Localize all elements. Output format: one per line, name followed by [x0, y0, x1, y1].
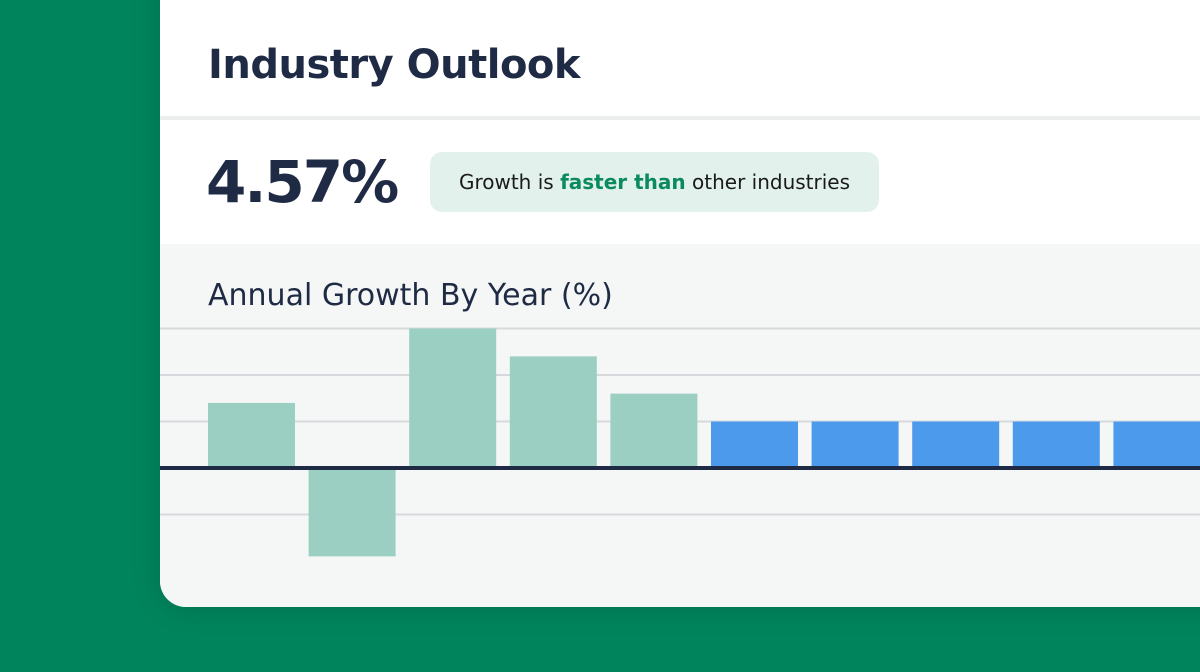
- bar-historical: [208, 402, 295, 468]
- industry-outlook-card: Industry Outlook 4.57% Growth is faster …: [160, 0, 1200, 607]
- bar-projected: [1113, 421, 1200, 468]
- bar-historical: [610, 393, 698, 468]
- badge-prefix: Growth is: [458, 170, 561, 194]
- divider: [160, 116, 1200, 120]
- comparison-badge: Growth is faster than other industries: [430, 152, 879, 212]
- card-title: Industry Outlook: [208, 42, 581, 88]
- bar-projected: [912, 421, 1000, 468]
- bar-historical: [409, 328, 497, 468]
- bar-projected: [1012, 421, 1100, 468]
- badge-suffix: other industries: [685, 170, 851, 194]
- bar-projected: [811, 421, 899, 468]
- bar-projected: [711, 421, 798, 468]
- chart-title: Annual Growth By Year (%): [208, 278, 613, 313]
- bar-chart: [160, 327, 1200, 557]
- growth-stat: 4.57%: [206, 148, 399, 216]
- chart-area: Annual Growth By Year (%): [160, 244, 1200, 607]
- badge-highlight: faster than: [560, 170, 686, 194]
- bar-historical: [509, 356, 597, 468]
- bar-historical: [308, 468, 396, 557]
